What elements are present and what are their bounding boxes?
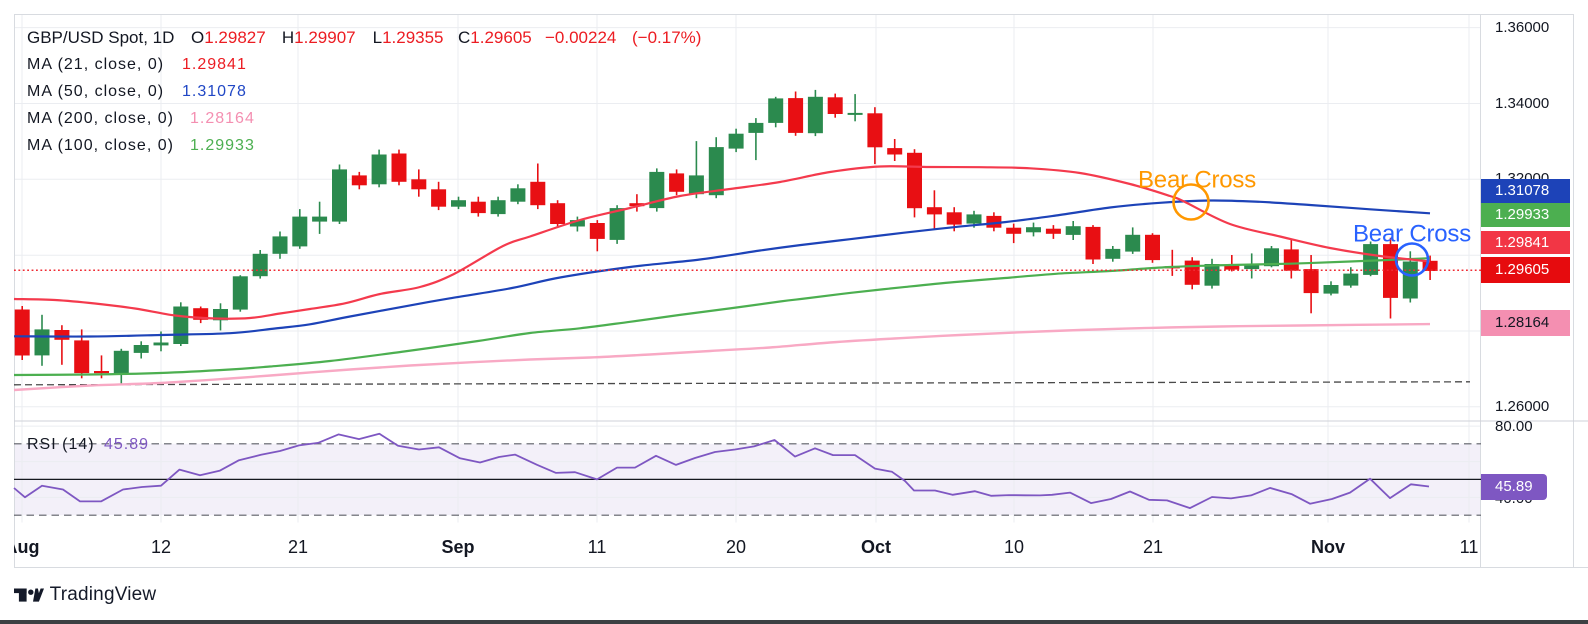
svg-text:Bear Cross: Bear Cross	[1138, 167, 1256, 194]
svg-text:Bear Cross: Bear Cross	[1353, 221, 1471, 248]
